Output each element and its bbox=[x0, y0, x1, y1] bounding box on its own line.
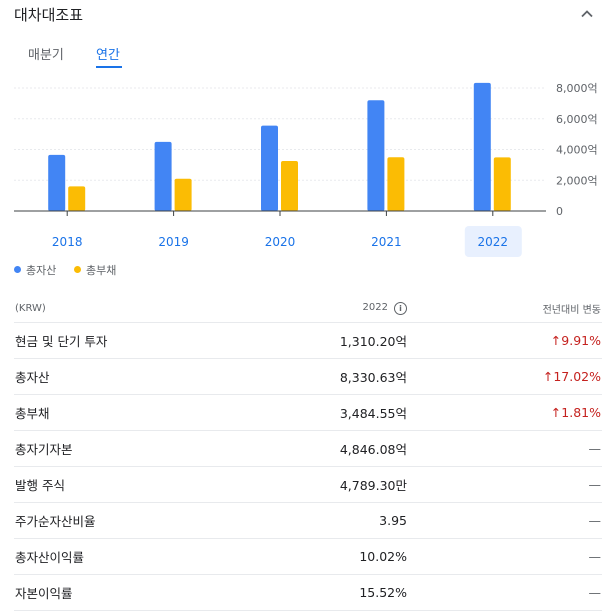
y-tick-label: 0 bbox=[556, 205, 563, 218]
bar-total-assets bbox=[48, 154, 66, 211]
legend-dot-total-assets bbox=[14, 266, 21, 273]
bar-total-assets bbox=[473, 82, 491, 211]
table-row: 총부채 3,484.55억 ↑1.81% bbox=[14, 394, 602, 431]
row-value: 4,789.30만 bbox=[276, 466, 408, 503]
chevron-up-icon[interactable] bbox=[579, 6, 595, 22]
row-change: — bbox=[408, 538, 602, 575]
change-value: 9.91% bbox=[561, 333, 601, 348]
row-value: 10.02% bbox=[276, 538, 408, 575]
row-value: 15.52% bbox=[276, 574, 408, 611]
row-change: — bbox=[408, 466, 602, 503]
balance-sheet-table: (KRW) 2022 i 전년대비 변동 현금 및 단기 투자 1,310.20억 ↑… bbox=[14, 294, 602, 611]
y-tick-label: 6,000억 bbox=[556, 113, 598, 126]
bar-total-liabilities bbox=[493, 157, 511, 211]
table-row: 총자기자본 4,846.08억 — bbox=[14, 430, 602, 467]
legend-label-total-liabilities: 총부채 bbox=[86, 264, 117, 277]
table-row: 총자산 8,330.63억 ↑17.02% bbox=[14, 358, 602, 395]
table-row: 현금 및 단기 투자 1,310.20억 ↑9.91% bbox=[14, 322, 602, 359]
table-row: 발행 주식 4,789.30만 — bbox=[14, 466, 602, 503]
x-tick-label: 2022 bbox=[478, 235, 509, 249]
row-label: 현금 및 단기 투자 bbox=[14, 322, 276, 359]
row-change: — bbox=[408, 502, 602, 539]
selected-year-highlight bbox=[464, 226, 522, 257]
bar-total-liabilities bbox=[387, 157, 405, 211]
tab-annual[interactable]: 연간 bbox=[96, 48, 120, 63]
row-change: ↑9.91% bbox=[408, 322, 602, 359]
row-label: 발행 주식 bbox=[14, 466, 276, 503]
row-value: 4,846.08억 bbox=[276, 430, 408, 467]
row-value: 3,484.55억 bbox=[276, 394, 408, 431]
table-header-row: (KRW) 2022 i 전년대비 변동 bbox=[14, 294, 602, 323]
row-value: 8,330.63억 bbox=[276, 358, 408, 395]
change-value: 1.81% bbox=[561, 405, 601, 420]
row-label: 자본이익률 bbox=[14, 574, 276, 611]
bar-total-liabilities bbox=[174, 178, 192, 211]
row-label: 총부채 bbox=[14, 394, 276, 431]
row-value: 3.95 bbox=[276, 502, 408, 539]
header-year: 2022 i bbox=[276, 294, 408, 323]
section-title: 대차대조표 bbox=[14, 6, 84, 24]
bar-total-assets bbox=[154, 141, 172, 211]
legend-item-total-liabilities: 총부채 bbox=[74, 262, 116, 278]
row-value: 1,310.20억 bbox=[276, 322, 408, 359]
tab-quarterly[interactable]: 매분기 bbox=[28, 48, 64, 63]
x-tick-label: 2018 bbox=[52, 235, 83, 249]
header-unit: (KRW) bbox=[14, 294, 276, 323]
bar-total-liabilities bbox=[281, 161, 298, 211]
row-change: — bbox=[408, 430, 602, 467]
row-change: ↑17.02% bbox=[408, 358, 602, 395]
arrow-up-icon: ↑ bbox=[550, 333, 562, 348]
row-label: 주가순자산비율 bbox=[14, 502, 276, 539]
legend-dot-total-liabilities bbox=[74, 266, 81, 273]
x-tick-label: 2021 bbox=[371, 235, 402, 249]
change-value: 17.02% bbox=[553, 369, 601, 384]
x-tick-label: 2019 bbox=[158, 235, 189, 249]
y-tick-label: 2,000억 bbox=[556, 174, 598, 187]
y-tick-label: 8,000억 bbox=[556, 82, 598, 95]
row-label: 총자산이익률 bbox=[14, 538, 276, 575]
table-row: 총자산이익률 10.02% — bbox=[14, 538, 602, 575]
y-tick-label: 4,000억 bbox=[556, 144, 598, 157]
row-change: ↑1.81% bbox=[408, 394, 602, 431]
table-row: 자본이익률 15.52% — bbox=[14, 574, 602, 611]
header-change: 전년대비 변동 bbox=[408, 294, 602, 323]
bar-total-assets bbox=[261, 125, 278, 211]
legend-item-total-assets: 총자산 bbox=[14, 262, 56, 278]
arrow-up-icon: ↑ bbox=[542, 369, 554, 384]
row-change: — bbox=[408, 574, 602, 611]
x-tick-label: 2020 bbox=[265, 235, 296, 249]
section-header: 대차대조표 bbox=[14, 4, 601, 28]
bar-total-liabilities bbox=[68, 186, 86, 211]
bar-total-assets bbox=[367, 100, 385, 211]
row-label: 총자기자본 bbox=[14, 430, 276, 467]
legend-label-total-assets: 총자산 bbox=[26, 264, 57, 277]
row-label: 총자산 bbox=[14, 358, 276, 395]
balance-sheet-chart: 0 2,000억 4,000억 6,000억 8,000억 2018 2019 2020 202… bbox=[14, 82, 598, 257]
table-row: 주가순자산비율 3.95— bbox=[14, 502, 602, 539]
arrow-up-icon: ↑ bbox=[550, 405, 562, 420]
tab-selected-indicator bbox=[96, 66, 122, 68]
header-year-label: 2022 bbox=[362, 301, 388, 313]
info-icon[interactable]: i bbox=[394, 301, 407, 315]
